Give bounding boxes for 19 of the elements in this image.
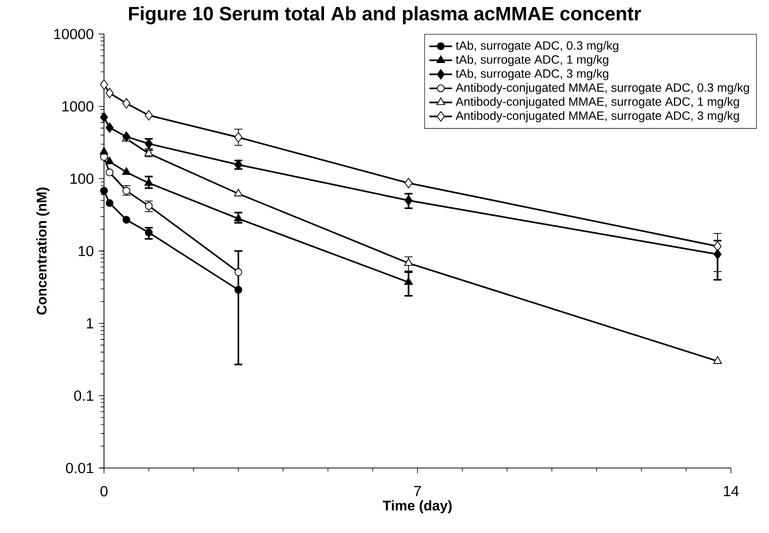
x-axis-title: Time (day) — [382, 500, 452, 514]
x-tick-label: 7 — [414, 486, 421, 496]
legend-label: tAb, surrogate ADC, 3 mg/kg — [456, 68, 608, 80]
legend-label: Antibody-conjugated MMAE, surrogate ADC, 1 mg/kg — [456, 97, 739, 108]
legend-label: tAb, surrogate ADC, 1 mg/kg — [456, 54, 608, 66]
y-axis-title: Concentration (nM) — [36, 188, 50, 315]
y-tick-label: 100 — [70, 173, 94, 184]
legend-label: Antibody-conjugated MMAE, surrogate ADC, 0.3 mg/kg — [456, 83, 749, 94]
y-tick-label: 10 — [78, 246, 94, 256]
y-tick-label: 0.1 — [74, 390, 94, 401]
y-tick-label: 1 — [86, 318, 94, 328]
y-tick-label: 1000 — [62, 101, 94, 112]
x-tick-label: 14 — [724, 486, 739, 496]
legend-label: tAb, surrogate ADC, 0.3 mg/kg — [456, 40, 618, 52]
x-tick-label: 0 — [100, 486, 108, 496]
chart-title: Figure 10 Serum total Ab and plasma acMMAE concentr — [129, 6, 641, 24]
y-tick-label: 0.01 — [66, 462, 94, 474]
y-tick-label: 10000 — [54, 28, 94, 40]
legend-label: Antibody-conjugated MMAE, surrogate ADC, 3 mg/kg — [456, 111, 739, 122]
